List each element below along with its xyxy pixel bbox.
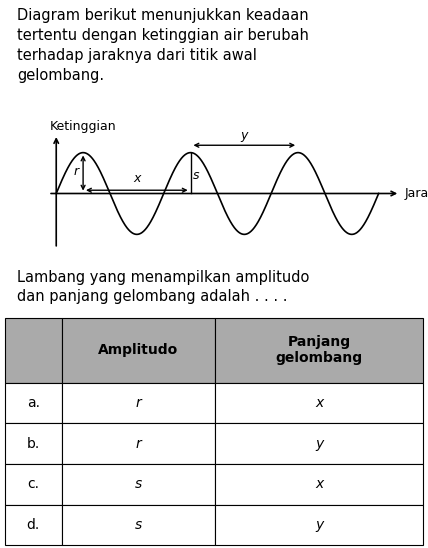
Bar — [5, 505, 62, 545]
Text: Amplitudo: Amplitudo — [98, 344, 178, 357]
Text: Diagram berikut menunjukkan keadaan
tertentu dengan ketinggian air berubah
terha: Diagram berikut menunjukkan keadaan tert… — [17, 8, 309, 83]
Bar — [215, 383, 423, 424]
Text: s: s — [193, 169, 200, 181]
Text: s: s — [135, 477, 142, 492]
Bar — [62, 383, 215, 424]
Text: r: r — [136, 396, 141, 410]
Text: Panjang
gelombang: Panjang gelombang — [276, 335, 363, 366]
Text: b.: b. — [27, 437, 40, 451]
Text: x: x — [315, 396, 323, 410]
Bar — [5, 424, 62, 464]
Text: x: x — [133, 172, 140, 185]
Bar — [62, 318, 215, 383]
Text: c.: c. — [27, 477, 39, 492]
Text: Ketinggian: Ketinggian — [50, 121, 116, 133]
Bar — [62, 424, 215, 464]
Bar — [5, 464, 62, 505]
Text: Lambang yang menampilkan amplitudo
dan panjang gelombang adalah . . . .: Lambang yang menampilkan amplitudo dan p… — [17, 270, 309, 305]
Text: r: r — [74, 164, 79, 178]
Bar — [62, 505, 215, 545]
Bar — [215, 464, 423, 505]
Text: r: r — [136, 437, 141, 451]
Bar — [62, 464, 215, 505]
Text: y: y — [315, 518, 323, 532]
Bar — [215, 505, 423, 545]
Text: a.: a. — [27, 396, 40, 410]
Text: y: y — [315, 437, 323, 451]
Text: s: s — [135, 518, 142, 532]
Bar — [5, 318, 62, 383]
Text: x: x — [315, 477, 323, 492]
Bar — [215, 424, 423, 464]
Text: Jarak: Jarak — [404, 187, 428, 200]
Text: y: y — [241, 129, 248, 142]
Bar — [5, 383, 62, 424]
Bar — [215, 318, 423, 383]
Text: d.: d. — [27, 518, 40, 532]
